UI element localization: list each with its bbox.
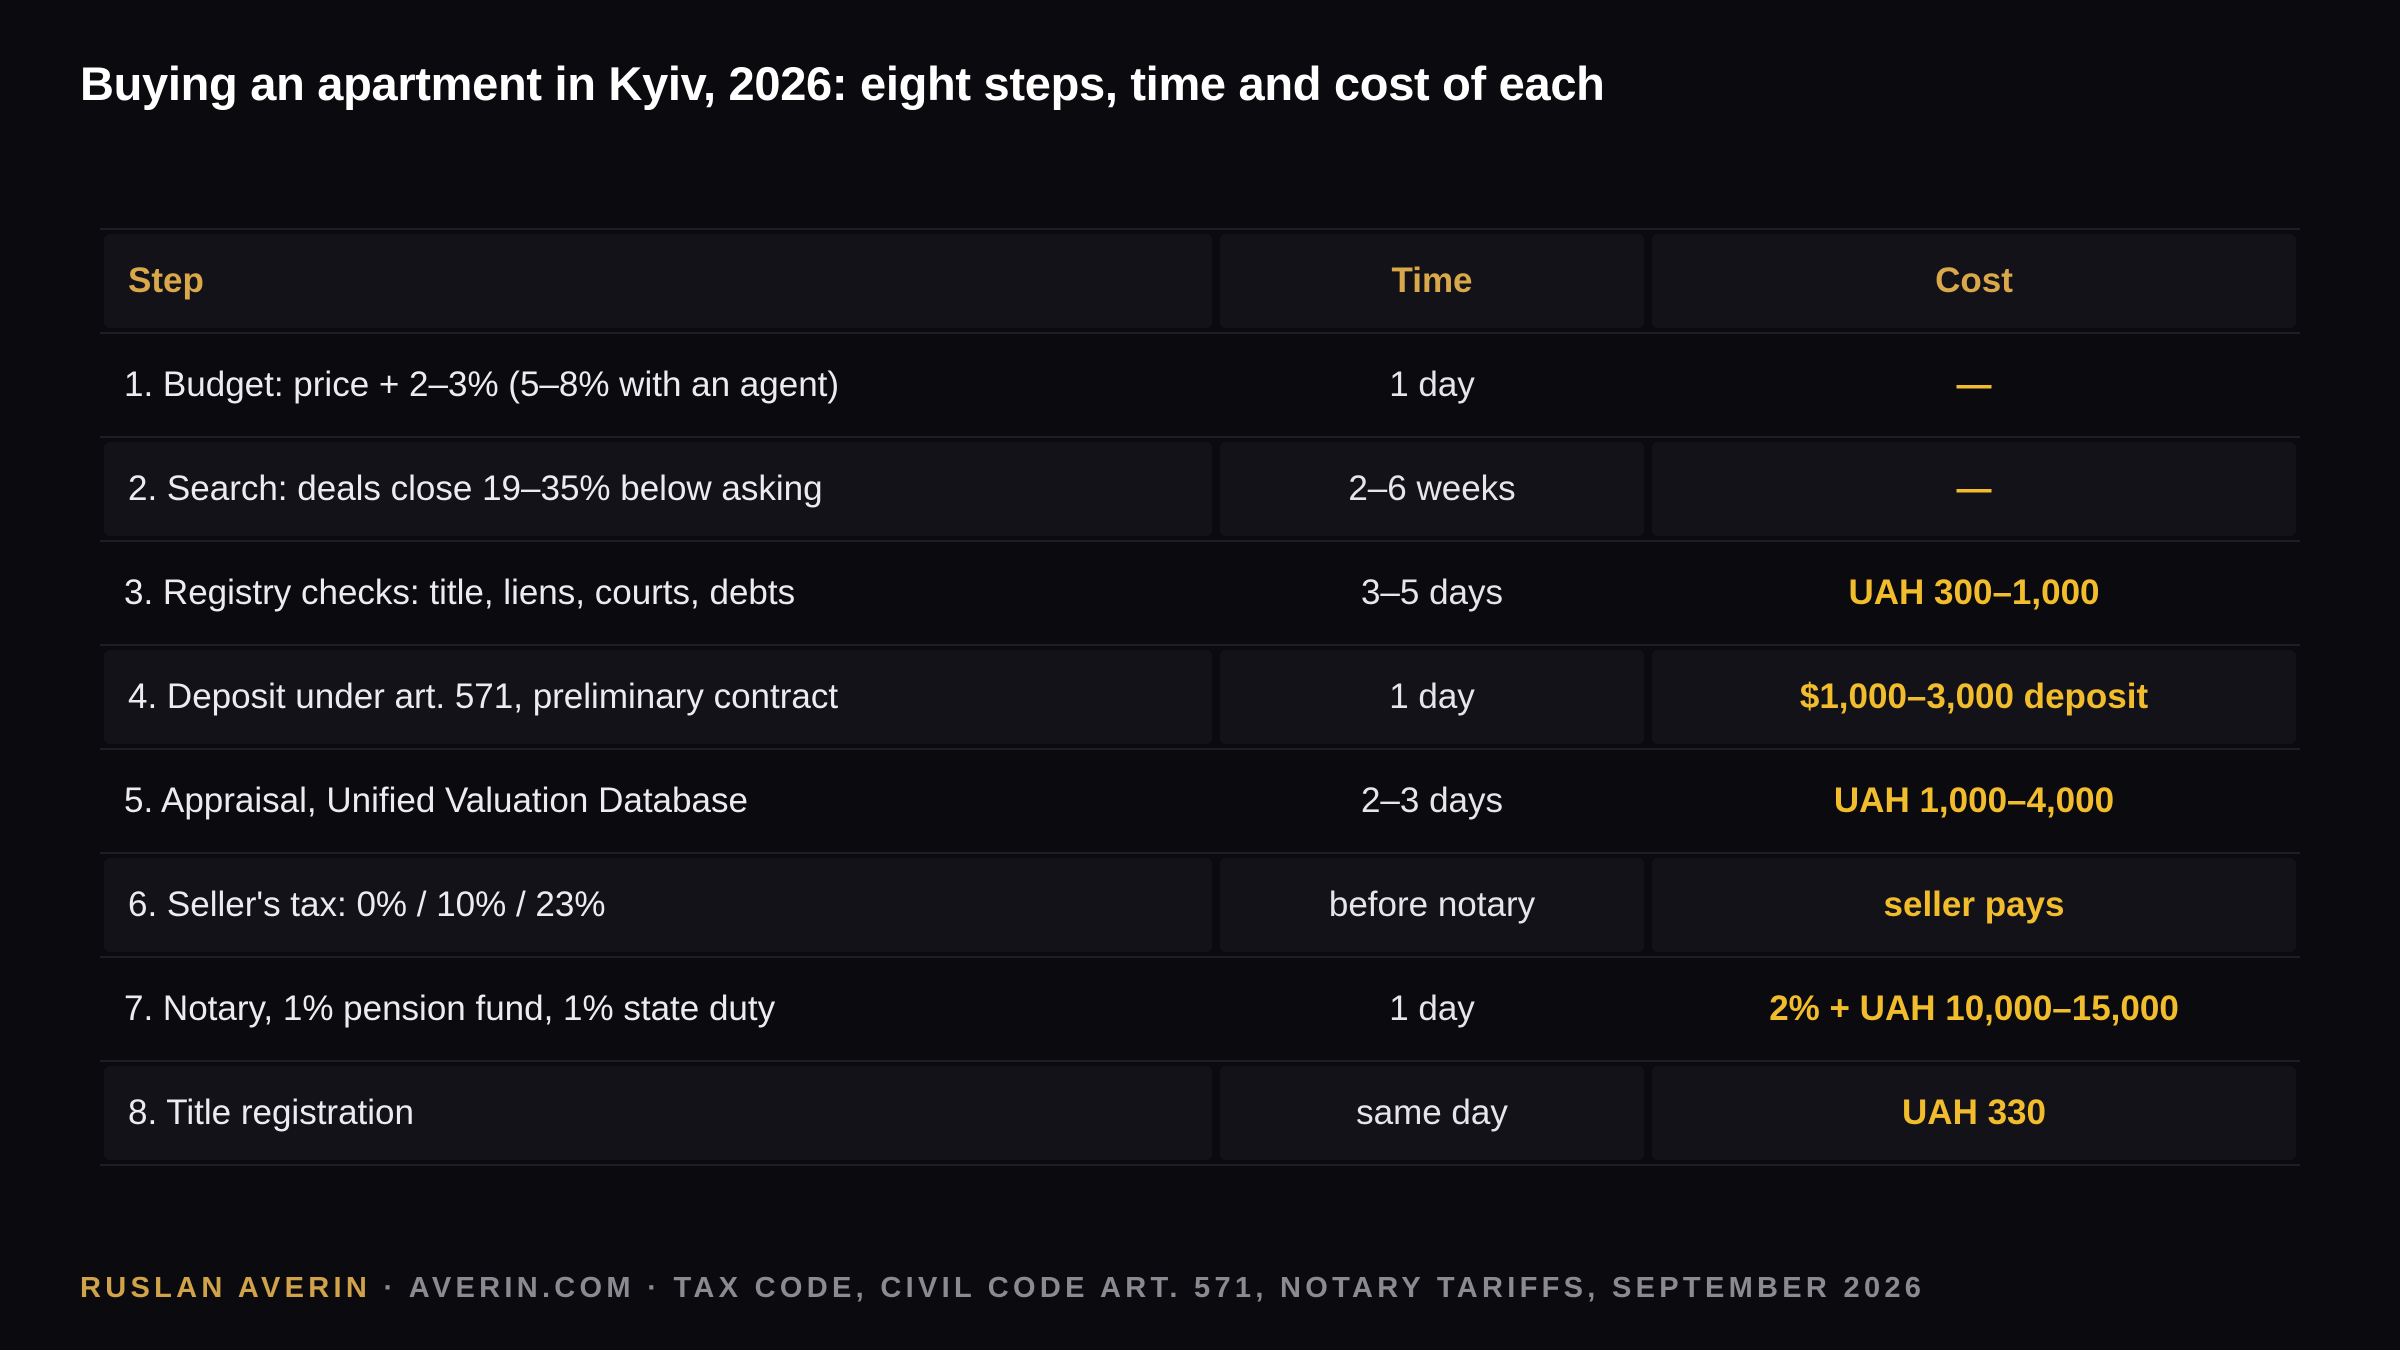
time-cell: 1 day xyxy=(1389,364,1475,404)
footer-credits: RUSLAN AVERIN · AVERIN.COM · TAX CODE, C… xyxy=(80,1272,1925,1305)
cost-cell: UAH 330 xyxy=(1652,1066,2296,1160)
cost-cell: 2% + UAH 10,000–15,000 xyxy=(1769,988,2179,1028)
cost-cell: $1,000–3,000 deposit xyxy=(1652,650,2296,744)
table-row: 1. Budget: price + 2–3% (5–8% with an ag… xyxy=(100,334,2300,438)
time-cell: 3–5 days xyxy=(1360,572,1504,612)
column-header-cost: Cost xyxy=(1652,234,2296,328)
table-row: 5. Appraisal, Unified Valuation Database… xyxy=(100,750,2300,854)
step-cell: 2. Search: deals close 19–35% below aski… xyxy=(104,442,1212,536)
steps-table: Step Time Cost 1. Budget: price + 2–3% (… xyxy=(100,228,2300,1166)
time-cell: same day xyxy=(1220,1066,1644,1160)
time-cell: 1 day xyxy=(1389,988,1475,1028)
step-cell: 7. Notary, 1% pension fund, 1% state dut… xyxy=(124,988,776,1028)
step-cell: 3. Registry checks: title, liens, courts… xyxy=(124,572,796,612)
table-row: 3. Registry checks: title, liens, courts… xyxy=(100,542,2300,646)
footer-sources: · AVERIN.COM · TAX CODE, CIVIL CODE ART.… xyxy=(371,1272,1926,1304)
table-row: 7. Notary, 1% pension fund, 1% state dut… xyxy=(100,958,2300,1062)
page-title: Buying an apartment in Kyiv, 2026: eight… xyxy=(80,57,1605,110)
step-cell: 4. Deposit under art. 571, preliminary c… xyxy=(104,650,1212,744)
time-cell: 2–3 days xyxy=(1360,780,1504,820)
cost-cell: — xyxy=(1956,364,1992,404)
cost-cell: seller pays xyxy=(1652,858,2296,952)
author-name: RUSLAN AVERIN xyxy=(80,1272,372,1304)
step-cell: 6. Seller's tax: 0% / 10% / 23% xyxy=(104,858,1212,952)
table-row: 8. Title registration same day UAH 330 xyxy=(100,1062,2300,1166)
table-row: 6. Seller's tax: 0% / 10% / 23% before n… xyxy=(100,854,2300,958)
time-cell: 2–6 weeks xyxy=(1220,442,1644,536)
table-row: 4. Deposit under art. 571, preliminary c… xyxy=(100,646,2300,750)
table-header-row: Step Time Cost xyxy=(100,230,2300,334)
column-header-time: Time xyxy=(1220,234,1644,328)
cost-cell: — xyxy=(1652,442,2296,536)
cost-cell: UAH 300–1,000 xyxy=(1848,572,2100,612)
step-cell: 8. Title registration xyxy=(104,1066,1212,1160)
step-cell: 1. Budget: price + 2–3% (5–8% with an ag… xyxy=(124,364,840,404)
time-cell: 1 day xyxy=(1220,650,1644,744)
time-cell: before notary xyxy=(1220,858,1644,952)
cost-cell: UAH 1,000–4,000 xyxy=(1833,780,2115,820)
table-row: 2. Search: deals close 19–35% below aski… xyxy=(100,438,2300,542)
column-header-step: Step xyxy=(104,234,1212,328)
step-cell: 5. Appraisal, Unified Valuation Database xyxy=(124,780,748,820)
